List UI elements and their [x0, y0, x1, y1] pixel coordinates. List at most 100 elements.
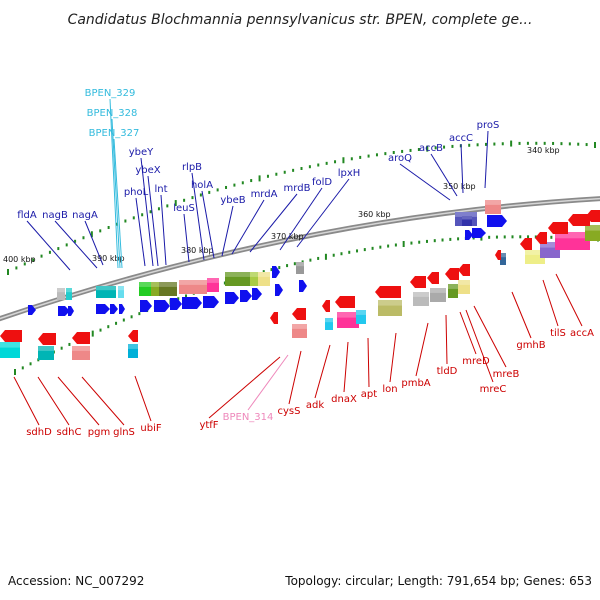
gene-label-gmhb[interactable]: gmhB: [516, 340, 545, 351]
reverse-gene-arrow[interactable]: [38, 333, 56, 345]
feature-box-shine: [555, 232, 590, 239]
kbp-label-350: 350 kbp: [443, 182, 476, 191]
gene-label-aroq[interactable]: aroQ: [388, 153, 412, 164]
gene-label-mrdb[interactable]: mrdB: [284, 183, 311, 194]
forward-gene-arrow[interactable]: [225, 292, 239, 304]
gene-label-bpen_314[interactable]: BPEN_314: [223, 412, 274, 423]
forward-gene-arrow[interactable]: [465, 230, 473, 240]
reverse-gene-arrow[interactable]: [458, 264, 470, 276]
forward-gene-arrow[interactable]: [487, 215, 507, 227]
gene-label-nagb[interactable]: nagB: [42, 210, 68, 221]
outer-tick: [199, 193, 202, 197]
forward-gene-arrow[interactable]: [58, 306, 70, 316]
feature-box-shine: [250, 272, 258, 277]
outer-tick: [124, 219, 127, 223]
reverse-gene-arrow[interactable]: [375, 286, 401, 298]
gene-label-ytff[interactable]: ytfF: [199, 420, 218, 431]
gene-label-bpen_327[interactable]: BPEN_327: [89, 128, 140, 139]
forward-gene-arrow[interactable]: [110, 304, 118, 314]
gene-label-cyss[interactable]: cysS: [278, 406, 301, 417]
gene-label-adk[interactable]: adk: [306, 400, 324, 411]
forward-gene-arrow[interactable]: [275, 284, 283, 296]
inner-tick: [534, 235, 537, 239]
reverse-gene-arrow[interactable]: [0, 330, 22, 342]
outer-tick: [526, 141, 529, 145]
leader-acca: [555, 273, 583, 327]
outer-tick: [174, 200, 177, 207]
gene-label-hola[interactable]: holA: [191, 180, 213, 191]
gene-label-rlpb[interactable]: rlpB: [182, 162, 202, 173]
forward-gene-arrow[interactable]: [119, 304, 125, 314]
feature-box: [118, 286, 124, 298]
outer-tick: [552, 141, 555, 145]
gene-label-pros[interactable]: proS: [477, 120, 500, 131]
gene-label-glns[interactable]: glnS: [113, 427, 135, 438]
forward-gene-arrow[interactable]: [170, 298, 182, 310]
feature-box: [258, 272, 270, 286]
forward-gene-arrow[interactable]: [182, 297, 202, 309]
reverse-gene-arrow[interactable]: [72, 332, 90, 344]
gene-label-apt[interactable]: apt: [361, 389, 377, 400]
gene-label-mreb[interactable]: mreB: [493, 369, 520, 380]
gene-label-leus[interactable]: leuS: [173, 203, 195, 214]
gene-label-dnax[interactable]: dnaX: [331, 394, 357, 405]
reverse-gene-arrow[interactable]: [568, 214, 590, 226]
gene-label-mrec[interactable]: mreC: [480, 384, 507, 395]
forward-gene-arrow[interactable]: [299, 280, 307, 292]
forward-gene-arrow[interactable]: [96, 304, 110, 314]
outer-tick: [300, 167, 303, 170]
gene-label-bpen_328[interactable]: BPEN_328: [87, 108, 138, 119]
gene-label-tldd[interactable]: tldD: [437, 366, 458, 377]
forward-gene-arrow[interactable]: [68, 306, 74, 316]
gene-label-lon[interactable]: lon: [382, 384, 397, 395]
gene-label-accc[interactable]: accC: [449, 133, 473, 144]
gene-label-ubif[interactable]: ubiF: [140, 423, 161, 434]
reverse-gene-arrow[interactable]: [586, 210, 600, 222]
inner-tick: [107, 325, 110, 329]
gene-label-lnt[interactable]: lnt: [154, 184, 167, 195]
reverse-gene-arrow[interactable]: [128, 330, 138, 342]
forward-gene-arrow[interactable]: [252, 288, 262, 300]
outer-tick: [266, 174, 269, 178]
gene-label-pgm[interactable]: pgm: [88, 427, 110, 438]
gene-label-naga[interactable]: nagA: [72, 210, 98, 221]
reverse-gene-arrow[interactable]: [270, 312, 278, 324]
feature-box-shine: [225, 272, 250, 277]
forward-gene-arrow[interactable]: [28, 305, 36, 315]
feature-box: [337, 312, 359, 328]
reverse-gene-arrow[interactable]: [548, 222, 568, 234]
forward-gene-arrow[interactable]: [154, 300, 170, 312]
gene-label-pmba[interactable]: pmbA: [401, 378, 430, 389]
forward-gene-arrow[interactable]: [240, 290, 252, 302]
reverse-gene-arrow[interactable]: [322, 300, 330, 312]
gene-label-phol[interactable]: phoL: [124, 187, 149, 198]
gene-label-sdhd[interactable]: sdhD: [26, 427, 52, 438]
reverse-gene-arrow[interactable]: [292, 308, 306, 320]
gene-label-mrda[interactable]: mrdA: [251, 189, 278, 200]
reverse-gene-arrow[interactable]: [535, 232, 547, 244]
gene-label-bpen_329[interactable]: BPEN_329: [85, 88, 136, 99]
gene-label-acca[interactable]: accA: [570, 328, 594, 339]
gene-label-sdhc[interactable]: sdhC: [57, 427, 82, 438]
reverse-gene-arrow[interactable]: [445, 268, 459, 280]
gene-label-accb[interactable]: accB: [419, 143, 443, 154]
reverse-gene-arrow[interactable]: [335, 296, 355, 308]
forward-gene-arrow[interactable]: [140, 300, 152, 312]
gene-label-mred[interactable]: mreD: [462, 356, 490, 367]
gene-label-lpxh[interactable]: lpxH: [338, 168, 361, 179]
forward-gene-arrow[interactable]: [472, 228, 486, 238]
reverse-gene-arrow[interactable]: [427, 272, 439, 284]
gene-label-ybey[interactable]: ybeY: [129, 147, 154, 158]
inner-tick: [488, 235, 491, 239]
forward-gene-arrow[interactable]: [272, 266, 280, 278]
reverse-gene-arrow[interactable]: [520, 238, 532, 250]
feature-box: [179, 280, 207, 294]
reverse-gene-arrow[interactable]: [495, 250, 501, 260]
gene-label-flda[interactable]: fldA: [17, 210, 37, 221]
gene-label-ybeb[interactable]: ybeB: [220, 195, 245, 206]
gene-label-fold[interactable]: folD: [312, 177, 332, 188]
forward-gene-arrow[interactable]: [203, 296, 219, 308]
gene-label-tils[interactable]: tilS: [550, 328, 566, 339]
gene-label-ybex[interactable]: ybeX: [135, 165, 160, 176]
reverse-gene-arrow[interactable]: [410, 276, 426, 288]
